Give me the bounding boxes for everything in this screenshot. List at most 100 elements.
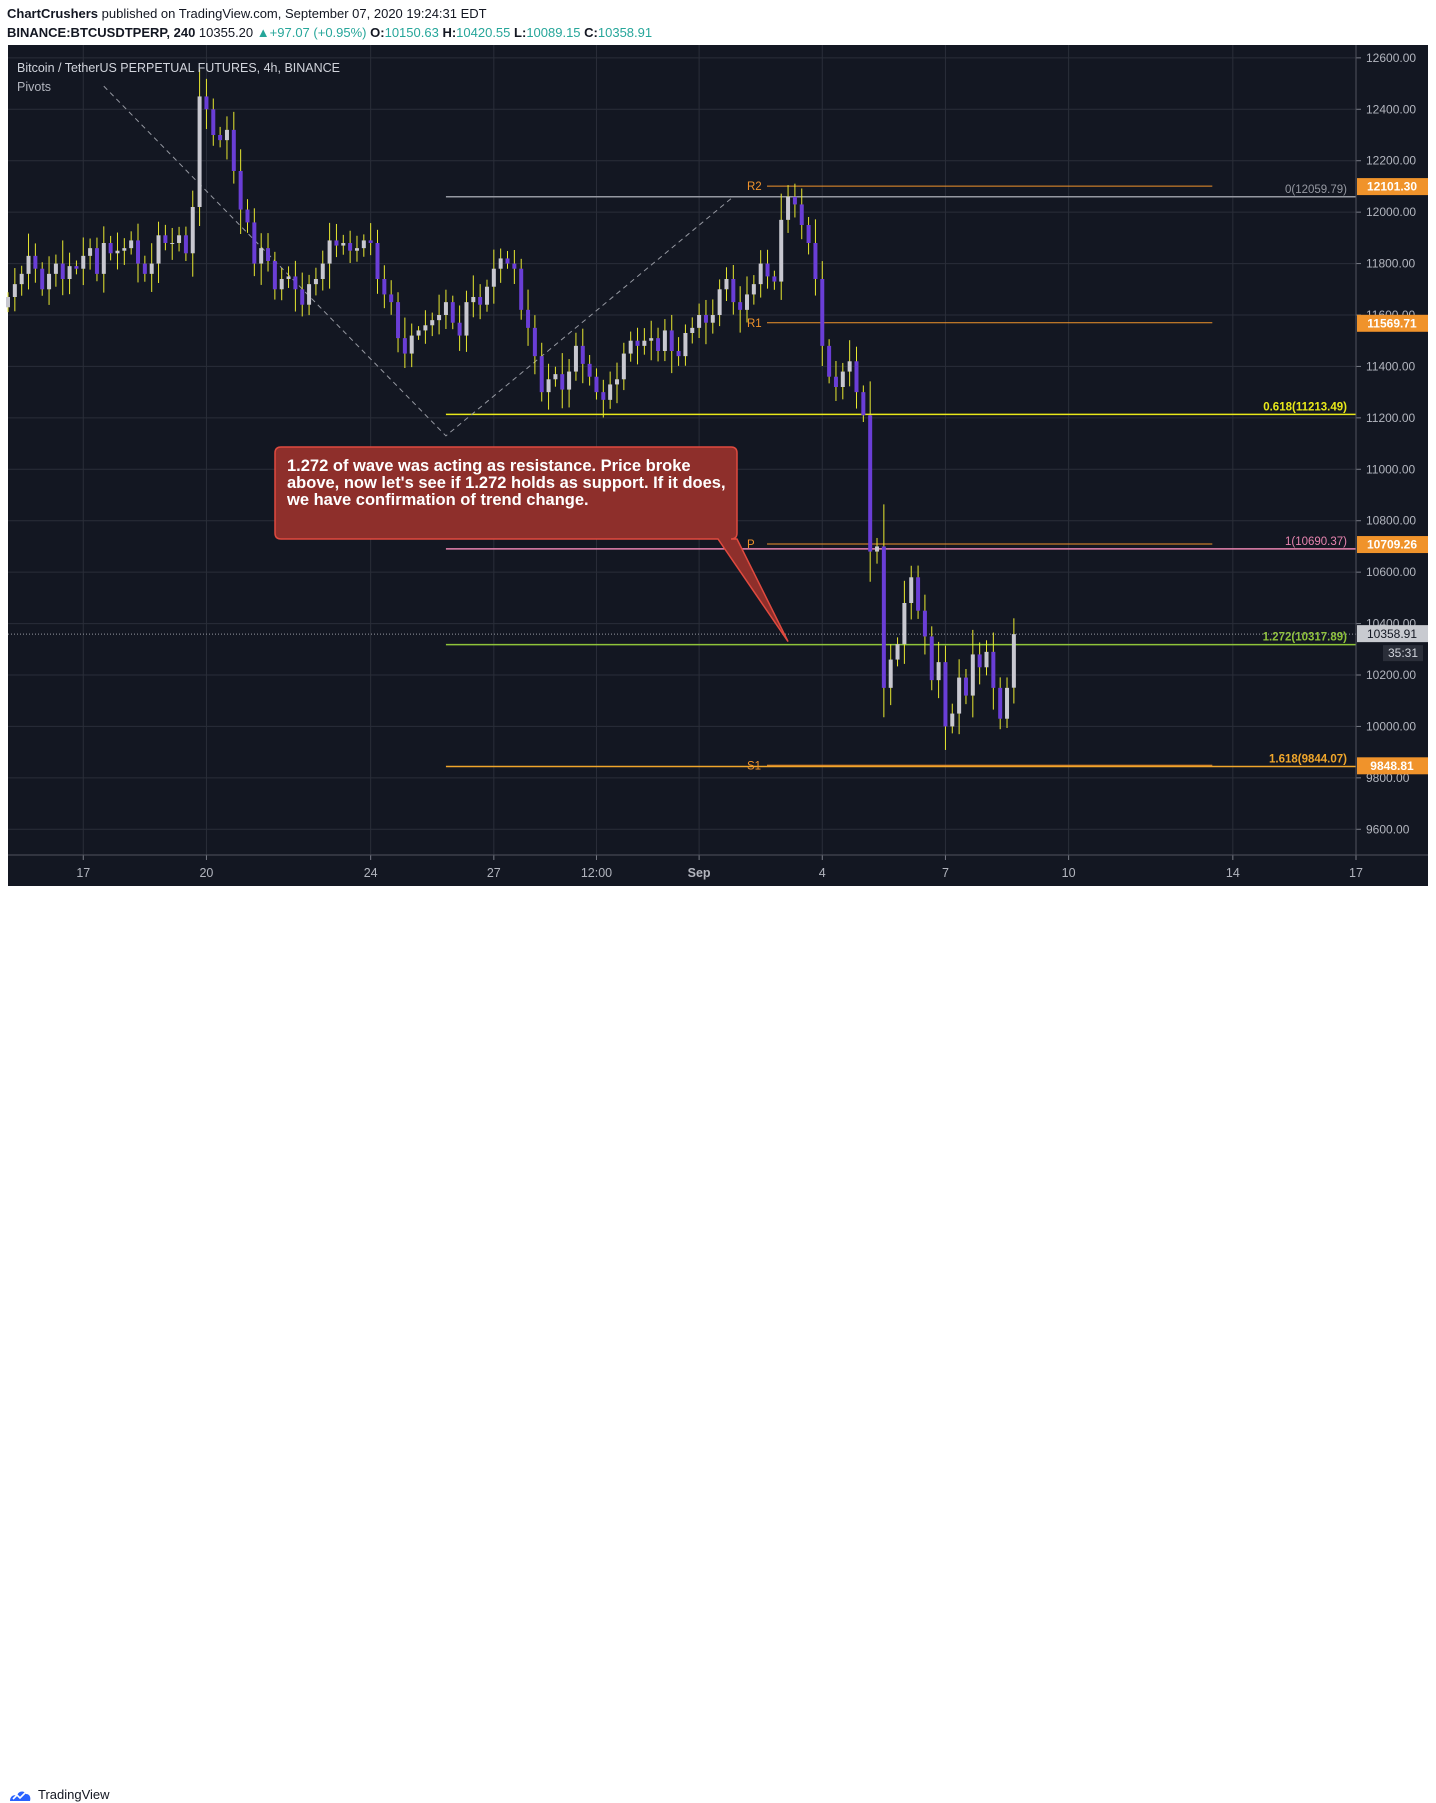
candle bbox=[505, 250, 510, 269]
candle-body bbox=[471, 297, 476, 303]
price-tick-label: 12000.00 bbox=[1366, 205, 1416, 219]
candle bbox=[6, 292, 10, 313]
candle bbox=[279, 268, 284, 301]
pivot-price-tag-label: 10709.26 bbox=[1367, 538, 1417, 552]
candle bbox=[977, 642, 982, 685]
time-tick-label: 27 bbox=[487, 866, 501, 880]
candle-body bbox=[402, 338, 407, 354]
candle-body bbox=[642, 340, 647, 346]
candle-body bbox=[6, 297, 10, 308]
legend-indicator[interactable]: Pivots bbox=[17, 80, 51, 94]
pivot-price-tag bbox=[1357, 178, 1428, 196]
legend-title[interactable]: Bitcoin / TetherUS PERPETUAL FUTURES, 4h… bbox=[17, 61, 340, 75]
candle bbox=[669, 314, 674, 374]
candle bbox=[608, 371, 613, 409]
candle bbox=[348, 230, 353, 263]
candle bbox=[546, 363, 551, 410]
candle-body bbox=[211, 109, 216, 135]
candle-body bbox=[532, 327, 537, 357]
close-value: 10358.91 bbox=[597, 25, 653, 40]
candle-body bbox=[662, 330, 667, 351]
price-tick-label: 11800.00 bbox=[1366, 257, 1415, 271]
candle-body bbox=[820, 279, 825, 346]
candle-body bbox=[888, 659, 893, 688]
pivot-price-tag bbox=[1357, 314, 1428, 332]
candle-body bbox=[833, 376, 838, 387]
candle bbox=[991, 632, 996, 710]
time-tick-label: 24 bbox=[364, 866, 378, 880]
footer: TradingView bbox=[0, 889, 1436, 1802]
candle bbox=[895, 637, 900, 667]
callout-text: 1.272 of wave was acting as resistance. … bbox=[286, 457, 726, 509]
candle-body bbox=[231, 129, 236, 171]
candle bbox=[149, 243, 154, 292]
high-value: 10420.55 bbox=[456, 25, 511, 40]
countdown-tag bbox=[1383, 645, 1423, 662]
candle-body bbox=[108, 243, 113, 254]
candle bbox=[382, 265, 387, 309]
tradingview-logo-icon[interactable] bbox=[8, 1787, 32, 1803]
candle bbox=[293, 260, 298, 312]
time-tick-label: 4 bbox=[819, 866, 826, 880]
candle bbox=[690, 317, 695, 344]
candle bbox=[957, 659, 962, 735]
candle bbox=[443, 289, 448, 330]
candle-body bbox=[33, 255, 38, 269]
candle-body bbox=[19, 273, 24, 285]
fib-and-pivot-levels: 0(12059.79) 0.618(11213.49) 1(10690.37) 1.2… bbox=[8, 181, 1356, 772]
candle bbox=[929, 626, 934, 691]
fib-level-label: 1.618(9844.07) bbox=[1269, 754, 1347, 766]
time-tick-label: 17 bbox=[76, 866, 90, 880]
candle-body bbox=[854, 361, 859, 393]
open-label: O: bbox=[370, 25, 385, 40]
tradingview-brand[interactable]: TradingView bbox=[38, 1787, 110, 1802]
price-change: +97.07 (+0.95%) bbox=[269, 25, 367, 40]
candle bbox=[786, 185, 791, 233]
candle-body bbox=[970, 654, 975, 696]
candle-body bbox=[553, 374, 558, 380]
candle bbox=[567, 359, 572, 408]
candle bbox=[341, 234, 346, 255]
fib-level-label: 0(12059.79) bbox=[1285, 184, 1347, 196]
price-tick-label: 11000.00 bbox=[1366, 462, 1415, 476]
candle-body bbox=[909, 577, 914, 603]
candle-body bbox=[567, 371, 572, 390]
price-chart[interactable]: 0(12059.79) 0.618(11213.49) 1(10690.37) 1.2… bbox=[0, 45, 1436, 889]
candle bbox=[758, 250, 763, 298]
candle-body bbox=[183, 235, 188, 254]
candle bbox=[806, 216, 811, 255]
chart-legend: Bitcoin / TetherUS PERPETUAL FUTURES, 4h… bbox=[17, 61, 340, 94]
candle-body bbox=[875, 546, 880, 552]
candle bbox=[512, 249, 517, 284]
candle-body bbox=[416, 330, 421, 336]
candle-body bbox=[614, 379, 619, 385]
candle bbox=[368, 223, 373, 256]
price-tick-label: 10000.00 bbox=[1366, 719, 1416, 733]
candle bbox=[799, 188, 804, 240]
candle-body bbox=[334, 240, 339, 246]
candle bbox=[33, 243, 38, 283]
candle bbox=[635, 327, 640, 365]
fib-level-label: 1.272(10317.89) bbox=[1263, 632, 1348, 644]
candle-body bbox=[635, 340, 640, 346]
candle-body bbox=[266, 248, 271, 261]
candle-body bbox=[136, 240, 141, 264]
candle bbox=[300, 272, 305, 317]
candle-body bbox=[190, 207, 195, 254]
candle bbox=[416, 326, 421, 340]
candle bbox=[772, 270, 777, 290]
candle bbox=[47, 256, 52, 305]
candle-body bbox=[868, 415, 873, 552]
publisher-name[interactable]: ChartCrushers bbox=[7, 6, 99, 21]
candle bbox=[861, 385, 866, 422]
candle bbox=[354, 235, 359, 262]
candle-body bbox=[628, 340, 633, 354]
published-text: published on TradingView.com, September … bbox=[101, 6, 487, 21]
candle bbox=[320, 250, 325, 291]
candle-body bbox=[703, 315, 708, 323]
candle-body bbox=[354, 248, 359, 251]
zigzag-line bbox=[103, 85, 734, 437]
callout-bubble[interactable] bbox=[274, 446, 789, 642]
candle-body bbox=[156, 235, 161, 264]
candle-body bbox=[587, 363, 592, 377]
